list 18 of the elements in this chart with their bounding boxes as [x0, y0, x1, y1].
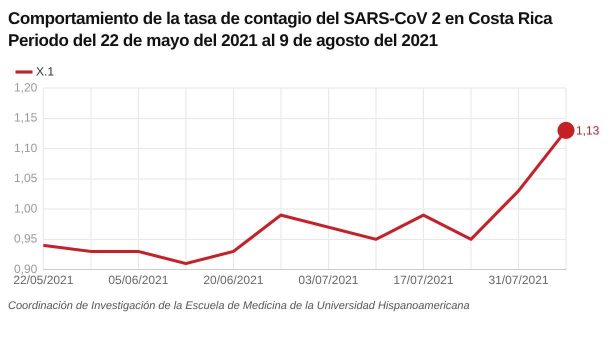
legend-label: X.1 [36, 64, 54, 78]
x-tick-label: 05/06/2021 [108, 273, 169, 288]
y-tick-label: 0,95 [14, 232, 38, 246]
y-tick-label: 1,10 [14, 140, 38, 155]
x-tick-label: 17/07/2021 [393, 273, 454, 288]
text: Coordinación de Investigación de la Escuela de Medicina de la Universidad Hispanoamericana [8, 299, 471, 314]
y-tick-label: 1,05 [14, 171, 38, 186]
x-tick-label: 31/07/2021 [488, 273, 549, 288]
x-tick-label: 22/05/2021 [13, 273, 74, 288]
data-label: 1,13 [576, 124, 600, 138]
y-tick-label: 1,20 [14, 80, 38, 94]
y-tick-label: 0,90 [14, 262, 38, 276]
chart-title: Comportamiento de la tasa de contagio del SARS-CoV 2 en Costa Rica [8, 8, 554, 30]
x-tick-label: 03/07/2021 [298, 273, 359, 288]
x-tick-label: 20/06/2021 [203, 273, 264, 288]
y-tick-label: 1,00 [14, 201, 38, 216]
y-tick-label: 1,15 [14, 110, 38, 125]
chart-subtitle: Periodo del 22 de mayo del 2021 al 9 de agosto del 2021 [8, 30, 439, 52]
